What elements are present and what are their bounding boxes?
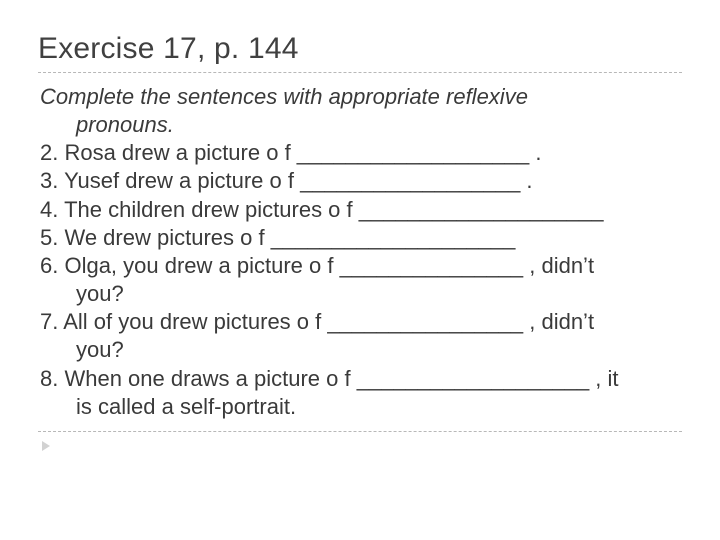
sentence-item-2: 2. Rosa drew a picture o f _____________…: [38, 139, 682, 167]
exercise-content: Complete the sentences with appropriate …: [38, 83, 682, 432]
sentence-item-5: 5. We drew pictures o f ________________…: [38, 224, 682, 252]
sentence-item-7-line2: you?: [40, 336, 682, 364]
sentence-item-8-line2: is called a self-portrait.: [40, 393, 682, 421]
sentence-item-6: 6. Olga, you drew a picture o f ________…: [38, 252, 682, 308]
sentence-item-7: 7. All of you drew pictures o f ________…: [38, 308, 682, 364]
sentence-item-8: 8. When one draws a picture o f ________…: [38, 365, 682, 421]
instruction-line-2: pronouns.: [40, 111, 682, 139]
instruction-text: Complete the sentences with appropriate …: [38, 83, 682, 139]
sentence-item-6-line2: you?: [40, 280, 682, 308]
instruction-line-1: Complete the sentences with appropriate …: [40, 84, 528, 109]
sentence-item-4: 4. The children drew pictures o f ______…: [38, 196, 682, 224]
triangle-bullet-icon: [42, 441, 50, 451]
sentence-item-7-line1: 7. All of you drew pictures o f ________…: [40, 309, 594, 334]
sentence-item-6-line1: 6. Olga, you drew a picture o f ________…: [40, 253, 594, 278]
sentence-item-3: 3. Yusef drew a picture o f ____________…: [38, 167, 682, 195]
footer-bullet-row: [38, 438, 682, 456]
exercise-title: Exercise 17, p. 144: [38, 32, 682, 73]
sentence-item-8-line1: 8. When one draws a picture o f ________…: [40, 366, 619, 391]
